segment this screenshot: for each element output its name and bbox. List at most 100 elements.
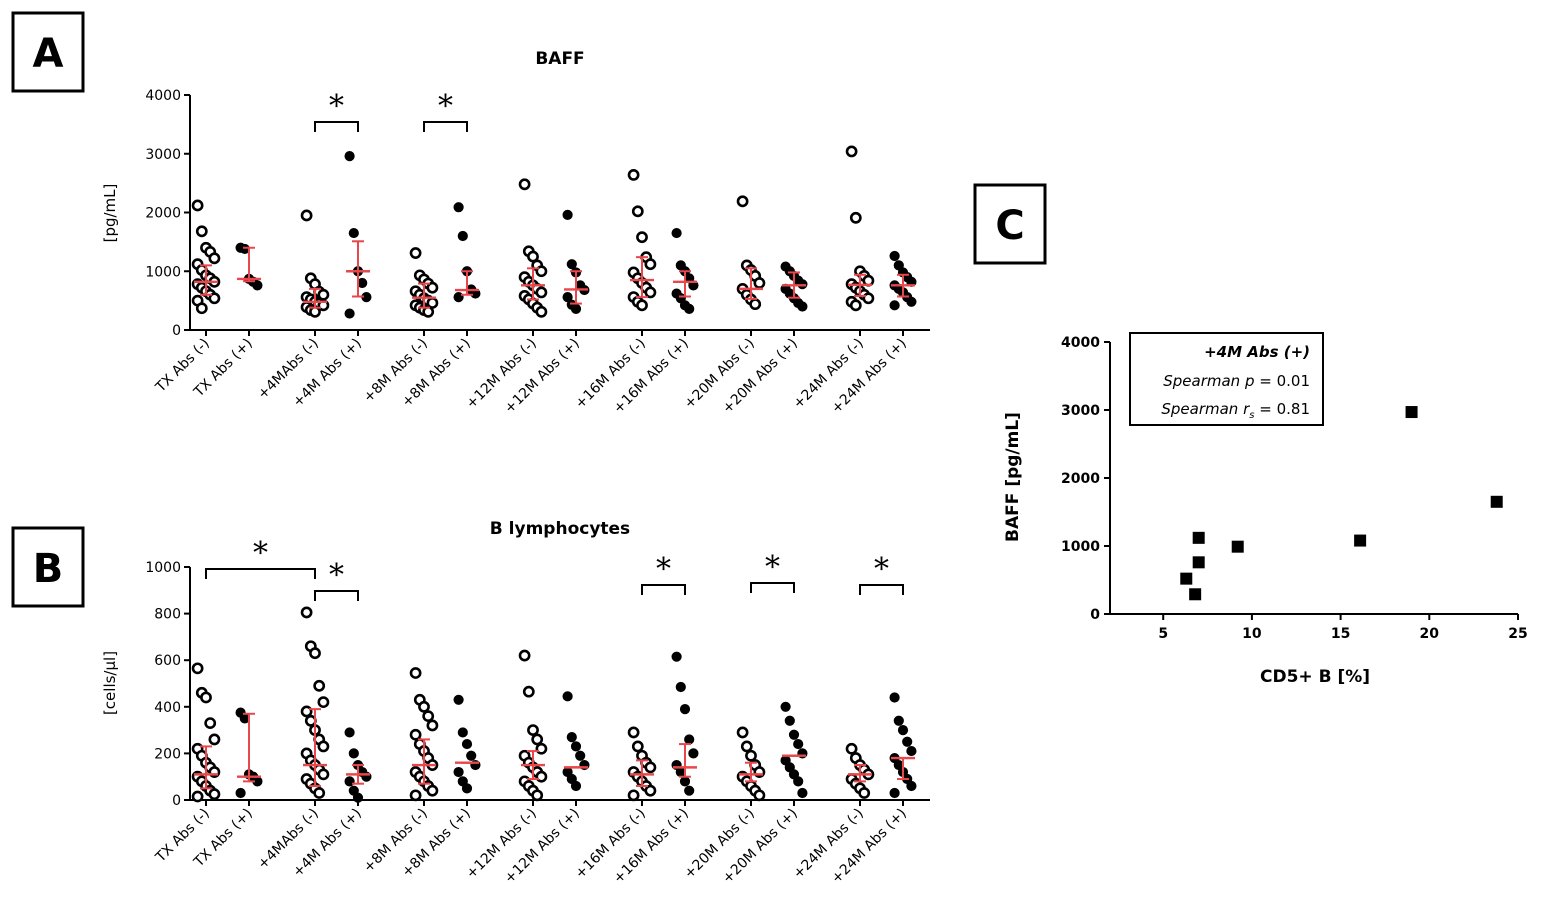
chart-b-point-3-1 <box>348 748 359 759</box>
chart-b-sig-bracket-2 <box>641 584 686 595</box>
chart-b-point-0-2 <box>200 691 212 704</box>
chart-a-xtick-label-11: +20M Abs (+) <box>720 336 801 417</box>
chart-b-point-11-2 <box>788 729 800 740</box>
chart-a-point-3-0 <box>344 151 355 162</box>
chart-b-point-9-4 <box>688 748 699 759</box>
chart-a-point-13-9 <box>906 296 917 307</box>
chart-a-point-7-1 <box>566 259 577 270</box>
chart-c-ytick-label-0: 0 <box>1090 607 1100 623</box>
chart-a-point-8-2 <box>636 231 648 244</box>
legend-spearman-p: Spearman p = 0.01 <box>1163 372 1310 390</box>
chart-b-xtick-label-9: +16M Abs (+) <box>611 806 692 887</box>
chart-b-point-2-14 <box>317 768 330 781</box>
chart-a-point-3-5 <box>344 308 355 319</box>
chart-a-point-0-0 <box>191 199 204 212</box>
chart-b-point-9-8 <box>684 785 695 796</box>
chart-b-point-13-10 <box>889 787 900 799</box>
panel-label-b: B <box>11 526 85 608</box>
chart-b-ytick-label-3: 600 <box>154 653 181 669</box>
chart-b-point-2-18 <box>313 787 326 799</box>
chart-b-point-5-1 <box>457 727 468 738</box>
chart-a-ylabel: [pg/mL] <box>101 184 119 243</box>
chart-c-xtick-label-4: 25 <box>1508 626 1527 642</box>
chart-b-point-0-4 <box>208 733 221 746</box>
chart-a-point-2-0 <box>300 209 313 222</box>
chart-a-point-6-2 <box>527 250 539 263</box>
chart-a-ytick-label-4: 4000 <box>145 88 181 104</box>
chart-a-point-13-0 <box>889 250 900 262</box>
chart-b-point-7-0 <box>562 691 573 702</box>
chart-a-point-0-16 <box>195 302 208 315</box>
chart-b-point-13-2 <box>897 725 909 736</box>
chart-a-point-6-9 <box>535 286 548 299</box>
chart-a-point-8-12 <box>636 299 648 312</box>
chart-a-point-7-0 <box>562 209 573 220</box>
chart-b-point-2-0 <box>300 606 313 619</box>
chart-b-point-6-3 <box>531 733 544 746</box>
chart-a-point-4-0 <box>409 247 422 259</box>
chart-b-sig-star-0: * <box>253 536 268 571</box>
chart-c-ylabel: BAFF [pg/mL] <box>1003 412 1023 542</box>
chart-a-title: BAFF <box>535 49 584 69</box>
chart-a-sig-star-1: * <box>438 89 453 124</box>
chart-c-ytick-label-2: 2000 <box>1061 471 1100 487</box>
chart-b-point-2-5 <box>300 705 313 718</box>
chart-b-point-7-1 <box>566 731 577 743</box>
chart-b-point-3-5 <box>344 776 355 787</box>
chart-b-point-10-0 <box>736 726 749 739</box>
chart-a-ytick-label-0: 0 <box>172 323 181 339</box>
chart-a-point-8-9 <box>644 286 657 299</box>
chart-a-xtick-label-9: +16M Abs (+) <box>611 336 692 417</box>
chart-b-point-9-7 <box>679 776 691 787</box>
chart-b-point-8-10 <box>627 789 640 802</box>
chart-a-point-1-4 <box>252 280 263 291</box>
chart-a-point-9-0 <box>671 227 682 239</box>
chart-c-legend: +4M Abs (+) Spearman p = 0.01 Spearman r… <box>1129 332 1324 426</box>
chart-b-point-9-0 <box>671 651 682 662</box>
chart-a-point-0-14 <box>208 292 221 305</box>
chart-b-point-4-14 <box>426 784 439 797</box>
chart-a-ytick-label-3: 3000 <box>145 147 181 163</box>
chart-b-point-13-3 <box>902 736 913 747</box>
chart-c-point-6 <box>1405 406 1418 419</box>
chart-a-point-5-1 <box>457 230 468 242</box>
legend-title: +4M Abs (+) <box>1204 343 1310 361</box>
chart-a-point-2-4 <box>317 288 330 301</box>
chart-b-ytick-label-0: 0 <box>172 793 181 809</box>
panel-letter-a: A <box>33 31 64 77</box>
chart-b-point-11-1 <box>784 715 795 726</box>
chart-c-xtick-label-0: 5 <box>1158 626 1168 642</box>
chart-c-point-1 <box>1189 588 1202 601</box>
chart-c-point-2 <box>1192 556 1205 569</box>
chart-b-point-6-9 <box>535 770 548 783</box>
chart-a-point-5-0 <box>453 202 464 213</box>
chart-b-sig-star-3: * <box>765 550 780 585</box>
chart-b-xtick-label-13: +24M Abs (+) <box>829 806 910 887</box>
chart-c-ytick-label-4: 4000 <box>1061 335 1100 351</box>
chart-a-sig-bracket-1 <box>423 121 468 132</box>
chart-c-xtick-label-1: 10 <box>1242 626 1262 642</box>
chart-b-point-5-3 <box>466 750 477 761</box>
chart-c-xtick-label-2: 15 <box>1331 626 1350 642</box>
chart-b-ytick-label-5: 1000 <box>145 560 181 576</box>
chart-b-point-0-15 <box>191 790 204 803</box>
chart-b-point-12-0 <box>845 742 858 755</box>
panel-label-c: C <box>973 183 1047 265</box>
chart-b-ytick-label-2: 400 <box>154 700 181 716</box>
chart-c-ytick-label-1: 1000 <box>1061 539 1100 555</box>
chart-b-point-8-4 <box>644 761 657 774</box>
chart-b-point-13-1 <box>893 715 904 726</box>
chart-a-sig-star-0: * <box>329 89 344 124</box>
chart-a-ytick-label-1: 1000 <box>145 264 181 280</box>
chart-a-point-6-0 <box>518 178 531 191</box>
chart-a-point-3-1 <box>348 227 359 239</box>
chart-a-point-12-1 <box>849 211 862 224</box>
chart-b-point-4-3 <box>422 710 435 723</box>
chart-b-xtick-label-11: +20M Abs (+) <box>720 806 801 887</box>
chart-b-xtick-label-7: +12M Abs (+) <box>502 806 583 887</box>
chart-b-point-6-13 <box>531 789 544 802</box>
chart-a-point-4-4 <box>426 281 439 294</box>
